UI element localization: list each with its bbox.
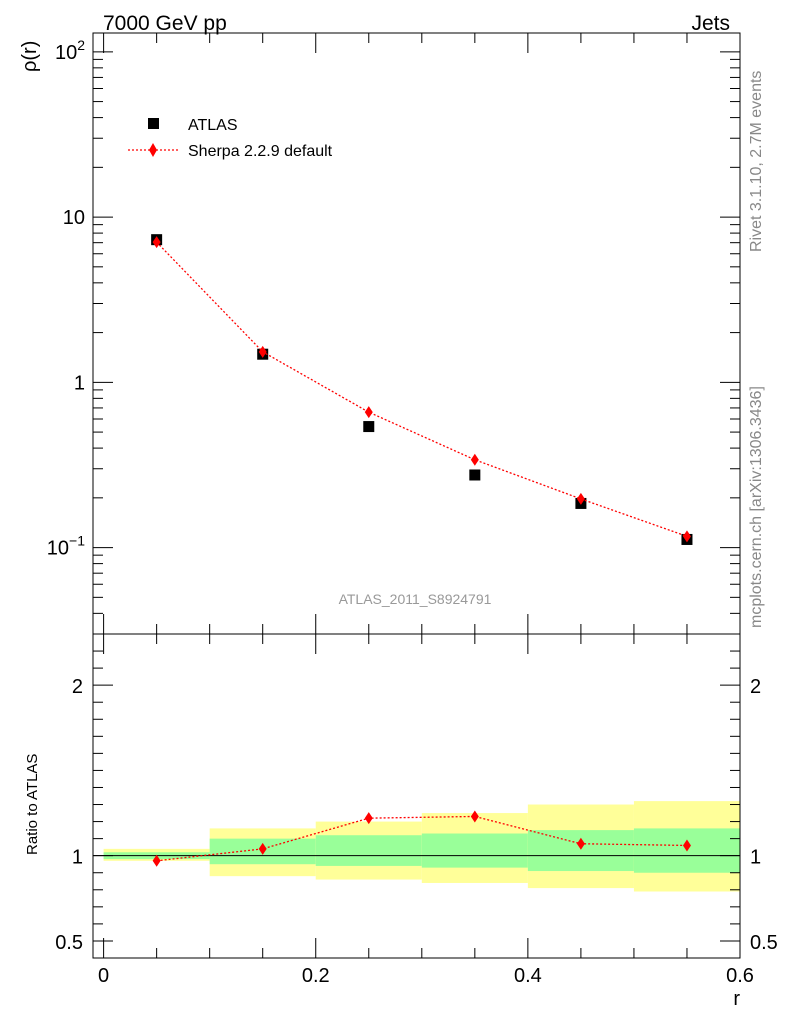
atlas-point bbox=[469, 469, 481, 481]
main-panel-series bbox=[151, 234, 693, 545]
ratio-y-tick-label-right: 1 bbox=[750, 847, 761, 869]
x-tick-label: 0.6 bbox=[726, 965, 754, 987]
ratio-y-tick-label: 1 bbox=[72, 847, 83, 869]
main-y-tick-label: 1 bbox=[74, 372, 85, 394]
ratio-frame bbox=[92, 633, 741, 959]
ratio-panel-series bbox=[152, 810, 691, 867]
side-label-bottom: mcplots.cern.ch [arXiv:1306.3436] bbox=[748, 386, 765, 628]
ratio-panel-bands bbox=[103, 801, 740, 892]
ratio-y-tick-label: 0.5 bbox=[55, 932, 83, 954]
ratio-y-tick-label-right: 0.5 bbox=[750, 932, 778, 954]
ratio-panel-axes: 2 2 1 1 0.5 0.5 0 0.2 0.4 0.6 bbox=[55, 633, 778, 987]
right-title: Jets bbox=[691, 12, 730, 35]
ratio-sherpa-line bbox=[156, 815, 687, 862]
x-tick-label: 0 bbox=[98, 965, 109, 987]
ratio-sherpa-point bbox=[682, 839, 691, 852]
x-tick-label: 0.4 bbox=[514, 965, 542, 987]
ratio-sherpa-point bbox=[576, 837, 585, 850]
legend-marker-atlas bbox=[148, 118, 159, 129]
sherpa-line bbox=[156, 241, 688, 537]
atlas-point bbox=[363, 421, 375, 433]
ratio-sherpa-point bbox=[364, 812, 373, 825]
legend-marker-sherpa bbox=[149, 143, 157, 157]
analysis-label: ATLAS_2011_S8924791 bbox=[339, 591, 492, 607]
legend-label-atlas: ATLAS bbox=[188, 117, 238, 134]
left-title: 7000 GeV pp bbox=[103, 12, 227, 35]
ratio-green-band bbox=[421, 833, 528, 868]
ratio-y-tick-label-right: 2 bbox=[750, 676, 761, 698]
sherpa-point bbox=[258, 345, 267, 358]
x-axis-label: r bbox=[733, 988, 740, 1010]
ratio-y-tick-label: 2 bbox=[72, 676, 83, 698]
sherpa-point bbox=[682, 530, 691, 543]
main-y-tick-label-1e2: 102 bbox=[55, 37, 85, 64]
main-y-tick-label-1e-1: 10−1 bbox=[47, 533, 85, 560]
ratio-sherpa-point bbox=[258, 842, 267, 855]
main-y-tick-label: 10 bbox=[63, 207, 85, 229]
sherpa-point bbox=[364, 406, 373, 419]
sherpa-point bbox=[152, 236, 161, 249]
x-tick-label: 0.2 bbox=[302, 965, 330, 987]
ratio-sherpa-point bbox=[152, 854, 161, 867]
sherpa-point bbox=[576, 492, 585, 505]
sherpa-point bbox=[470, 453, 479, 466]
ratio-sherpa-point bbox=[470, 810, 479, 823]
side-label-top: Rivet 3.1.10, 2.7M events bbox=[748, 71, 765, 252]
ratio-green-band bbox=[315, 835, 422, 866]
ratio-green-band bbox=[527, 830, 634, 872]
legend: ATLAS Sherpa 2.2.9 default bbox=[128, 117, 333, 160]
legend-label-sherpa: Sherpa 2.2.9 default bbox=[188, 143, 333, 160]
ratio-y-axis-label: Ratio to ATLAS bbox=[24, 754, 41, 855]
main-y-axis-label: ρ(r) bbox=[19, 41, 41, 72]
